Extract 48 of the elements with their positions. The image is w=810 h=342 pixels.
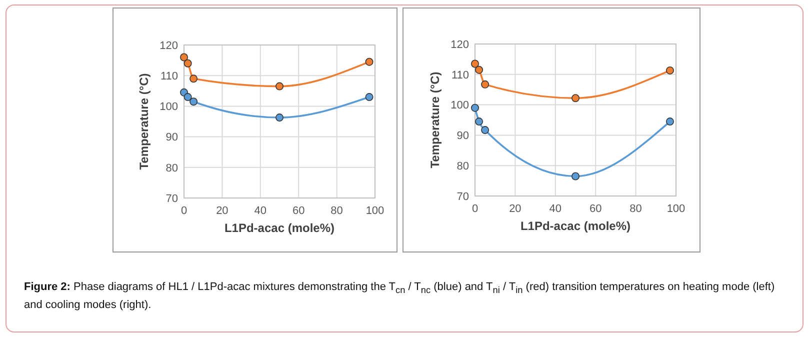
y-tick-label: 70 — [166, 192, 178, 205]
point — [276, 114, 284, 122]
point — [276, 82, 284, 90]
x-axis-title: L1Pd-acac (mole%) — [520, 219, 631, 233]
point — [471, 104, 479, 112]
x-tick-label: 100 — [666, 203, 686, 215]
y-tick-label: 110 — [160, 70, 178, 82]
x-axis-title: L1Pd-acac (mole%) — [224, 221, 335, 235]
point — [666, 118, 674, 126]
point — [365, 93, 374, 102]
text: Figure 2: Phase diagrams of HL1 / L1Pd-acac mixtures demonstrating the T$_{cn}$ / T$_{nc}$ (blue) and T$_{ni}$ / T$_{in}$ (red) transition temperatures on heating mode (left) and cooling modes (right). — [24, 281, 775, 312]
y-tick-label: 90 — [456, 130, 469, 142]
y-tick-label: 100 — [450, 100, 469, 112]
point — [572, 94, 580, 102]
y-tick-label: 120 — [450, 38, 469, 51]
x-tick-label: 20 — [216, 205, 228, 217]
point — [666, 66, 674, 74]
x-tick-label: 0 — [472, 203, 478, 215]
y-tick-label: 70 — [456, 190, 469, 203]
y-tick-label: 80 — [456, 160, 469, 172]
x-tick-label: 60 — [589, 203, 602, 215]
point — [184, 93, 192, 102]
y-tick-label: 90 — [166, 132, 178, 144]
x-tick-label: 80 — [630, 203, 642, 215]
x-tick-label: 40 — [254, 205, 267, 217]
y-tick-label: 100 — [160, 101, 178, 114]
y-axis-title: Temperature (°C) — [137, 73, 151, 170]
point — [190, 74, 198, 83]
point — [475, 66, 484, 74]
x-tick-label: 20 — [509, 203, 522, 215]
x-tick-label: 40 — [549, 203, 562, 215]
x-tick-label: 80 — [330, 205, 343, 217]
x-tick-label: 60 — [292, 205, 305, 217]
point — [481, 126, 490, 134]
point — [572, 172, 580, 180]
x-tick-label: 100 — [366, 205, 384, 217]
point — [365, 58, 374, 66]
point — [471, 60, 479, 68]
point — [475, 118, 484, 126]
y-tick-label: 80 — [166, 162, 178, 174]
y-tick-label: 120 — [160, 40, 178, 52]
x-tick-label: 0 — [180, 205, 188, 217]
point — [481, 80, 490, 88]
y-tick-label: 110 — [451, 69, 469, 82]
point — [180, 53, 188, 62]
point — [190, 98, 198, 106]
y-axis-title: Temperature (°C) — [428, 72, 442, 168]
point — [184, 59, 192, 68]
